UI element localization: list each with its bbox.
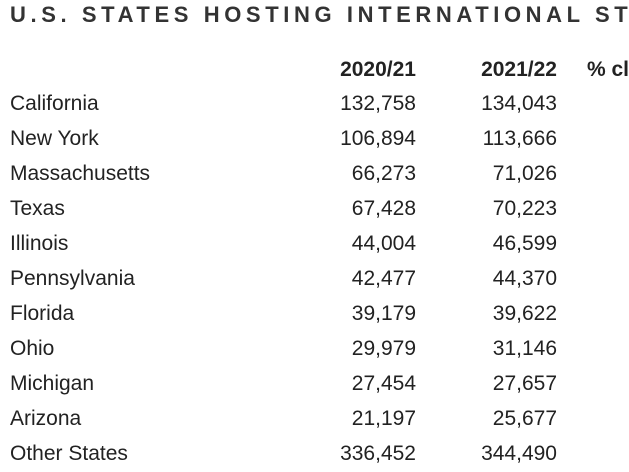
row-label: Ohio (10, 337, 55, 360)
column-header: 2021/22 (481, 58, 557, 81)
row-label: Illinois (10, 232, 69, 255)
cell-value: 66,273 (351, 162, 416, 185)
cell-value: 132,758 (340, 92, 416, 115)
cell-value: 113,666 (482, 127, 557, 150)
title: U.S. STATES HOSTING INTERNATIONAL ST (10, 2, 629, 27)
cell-value: 46,599 (492, 232, 557, 255)
column-header: 2020/21 (340, 58, 416, 81)
row-label: Florida (10, 302, 75, 325)
cell-value: 25,677 (492, 407, 557, 430)
row-label: Massachusetts (10, 162, 151, 185)
column-header: % cl (587, 58, 629, 81)
row-label: Other States (10, 442, 128, 465)
cell-value: 44,004 (351, 232, 416, 255)
row-label: New York (10, 127, 99, 150)
cell-value: 71,026 (492, 162, 557, 185)
cell-value: 106,894 (340, 127, 416, 150)
cell-value: 336,452 (340, 442, 416, 465)
cell-value: 44,370 (492, 267, 557, 290)
cell-value: 31,146 (492, 337, 557, 360)
row-label: Michigan (10, 372, 95, 395)
row-label: California (10, 92, 99, 115)
cell-value: 134,043 (481, 92, 557, 115)
cell-value: 39,179 (351, 302, 416, 325)
cell-value: 70,223 (492, 197, 557, 220)
cell-value: 27,454 (351, 372, 416, 395)
cell-value: 39,622 (492, 302, 557, 325)
cell-value: 21,197 (351, 407, 416, 430)
cell-value: 42,477 (351, 267, 416, 290)
cell-value: 344,490 (481, 442, 557, 465)
cell-value: 67,428 (351, 197, 416, 220)
cell-value: 27,657 (492, 372, 557, 395)
cell-value: 29,979 (351, 337, 416, 360)
row-label: Pennsylvania (10, 267, 135, 290)
row-label: Texas (10, 197, 65, 220)
row-label: Arizona (10, 407, 82, 430)
